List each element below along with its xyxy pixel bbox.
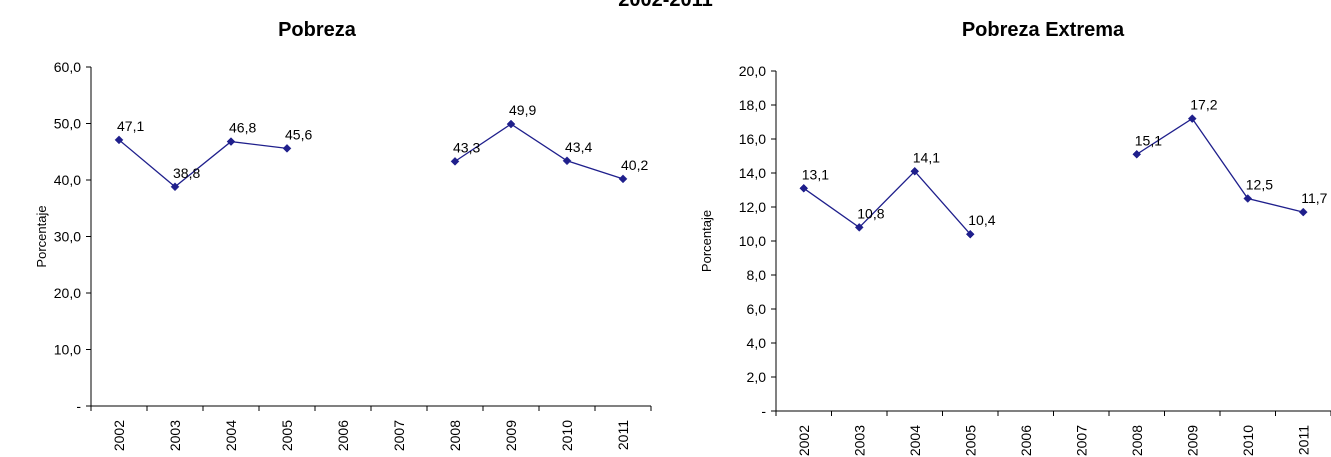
y-axis-title: Porcentaje bbox=[34, 205, 49, 267]
chart-title: Pobreza bbox=[278, 19, 357, 41]
x-tick-label: 2005 bbox=[279, 420, 295, 451]
y-tick-label: - bbox=[761, 403, 766, 419]
y-tick-label: 8,0 bbox=[747, 267, 767, 283]
y-tick-label: 60,0 bbox=[54, 59, 81, 75]
x-tick-label: 2003 bbox=[851, 425, 867, 456]
x-tick-label: 2010 bbox=[559, 420, 575, 451]
series-line bbox=[118, 139, 288, 188]
y-tick-label: 18,0 bbox=[739, 97, 766, 113]
data-label: 10,8 bbox=[857, 205, 884, 221]
data-label: 43,4 bbox=[565, 139, 592, 155]
data-point bbox=[562, 156, 572, 166]
data-point bbox=[114, 135, 124, 145]
data-point bbox=[282, 144, 292, 153]
data-point bbox=[965, 229, 975, 239]
x-tick-label: 2011 bbox=[615, 420, 631, 450]
y-tick-label: 10,0 bbox=[739, 233, 766, 249]
chart-pobreza-extrema: Pobreza Extrema - 2,0 4,0 6,0 8,0 10,0 12,0 14,0… bbox=[699, 19, 1331, 456]
x-tick-label: 2003 bbox=[167, 420, 183, 451]
x-tick-label: 2011 bbox=[1295, 425, 1311, 455]
y-tick-label: - bbox=[76, 398, 81, 414]
y-tick-label: 20,0 bbox=[739, 63, 766, 79]
data-label: 15,1 bbox=[1135, 132, 1162, 148]
chart-title: Pobreza Extrema bbox=[962, 19, 1125, 41]
data-label: 45,6 bbox=[285, 126, 312, 142]
data-label: 14,1 bbox=[913, 149, 940, 165]
data-label: 13,1 bbox=[802, 166, 829, 182]
page-title: 2002-2011 bbox=[618, 0, 713, 11]
data-point bbox=[910, 166, 920, 176]
x-tick-label: 2007 bbox=[391, 420, 407, 451]
data-label: 46,8 bbox=[229, 120, 256, 136]
data-point bbox=[226, 137, 236, 146]
y-tick-label: 50,0 bbox=[54, 116, 81, 132]
data-label: 11,7 bbox=[1301, 190, 1327, 206]
x-tick-label: 2002 bbox=[796, 425, 812, 456]
data-label: 38,8 bbox=[173, 165, 200, 181]
data-label: 43,3 bbox=[453, 139, 480, 155]
y-tick-label: 30,0 bbox=[54, 229, 81, 245]
y-tick-label: 6,0 bbox=[747, 301, 767, 317]
y-tick-label: 40,0 bbox=[54, 172, 81, 188]
series-line bbox=[803, 170, 971, 235]
y-tick-label: 20,0 bbox=[54, 285, 81, 301]
y-tick-label: 16,0 bbox=[739, 131, 766, 147]
data-point bbox=[854, 223, 864, 232]
series-line bbox=[454, 123, 624, 180]
y-tick-label: 10,0 bbox=[54, 342, 81, 358]
x-tick-label: 2004 bbox=[907, 425, 923, 456]
x-tick-label: 2007 bbox=[1073, 425, 1089, 456]
data-point bbox=[1298, 207, 1308, 217]
x-tick-label: 2009 bbox=[503, 420, 519, 451]
x-tick-label: 2010 bbox=[1240, 425, 1256, 456]
y-axis-title: Porcentaje bbox=[699, 210, 714, 272]
chart-pobreza: Pobreza - 10,0 20,0 30,0 40,0 50,0 60,0 2002 2003… bbox=[34, 19, 652, 451]
y-tick-label: 14,0 bbox=[739, 165, 766, 181]
x-tick-label: 2008 bbox=[1129, 425, 1145, 456]
series-line bbox=[1136, 117, 1304, 213]
y-tick-label: 12,0 bbox=[739, 199, 766, 215]
data-label: 17,2 bbox=[1190, 97, 1217, 113]
x-tick-label: 2009 bbox=[1184, 425, 1200, 456]
x-tick-label: 2002 bbox=[111, 420, 127, 451]
data-point bbox=[506, 119, 516, 129]
y-tick-label: 2,0 bbox=[747, 369, 767, 385]
data-label: 40,2 bbox=[621, 157, 648, 173]
data-label: 49,9 bbox=[509, 102, 536, 118]
data-label: 12,5 bbox=[1246, 177, 1273, 193]
data-point bbox=[618, 174, 628, 184]
data-point bbox=[170, 182, 180, 192]
data-point bbox=[1243, 194, 1253, 203]
x-tick-label: 2006 bbox=[335, 420, 351, 451]
data-point bbox=[1132, 149, 1142, 159]
data-point bbox=[1187, 114, 1197, 123]
x-tick-label: 2005 bbox=[962, 425, 978, 456]
data-point bbox=[450, 157, 460, 166]
data-point bbox=[799, 183, 809, 193]
y-tick-label: 4,0 bbox=[747, 335, 767, 351]
data-label: 47,1 bbox=[117, 118, 144, 134]
x-tick-label: 2004 bbox=[223, 420, 239, 451]
x-tick-label: 2006 bbox=[1018, 425, 1034, 456]
data-label: 10,4 bbox=[968, 212, 995, 228]
x-tick-label: 2008 bbox=[447, 420, 463, 451]
